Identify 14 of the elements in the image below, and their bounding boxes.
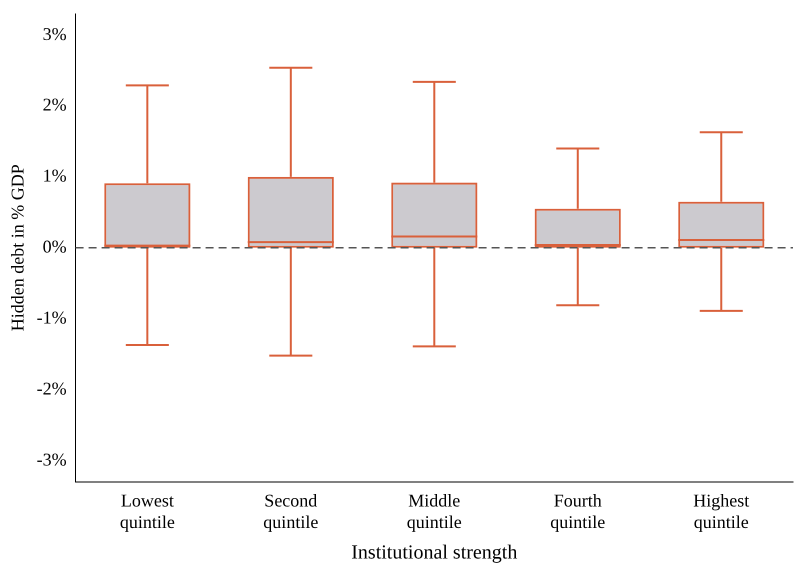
x-tick-label: Second quintile: [263, 490, 318, 532]
x-tick-label: Lowest quintile: [120, 490, 175, 532]
y-tick-label: -1%: [36, 307, 67, 328]
y-axis-title: Hidden debt in % GDP: [8, 164, 28, 332]
y-tick-label: 0%: [42, 236, 67, 257]
x-tick-label: Fourth quintile: [550, 490, 606, 532]
y-tick-label: -3%: [36, 449, 67, 470]
x-tick-label: Highest quintile: [693, 490, 750, 532]
y-tick-label: 1%: [42, 166, 67, 186]
x-tick-label: Middle quintile: [406, 490, 462, 532]
y-tick-label: -2%: [36, 378, 67, 398]
y-tick-label: 2%: [42, 94, 67, 115]
y-tick-label: 3%: [42, 24, 67, 44]
x-axis-title: Institutional strength: [351, 541, 518, 564]
